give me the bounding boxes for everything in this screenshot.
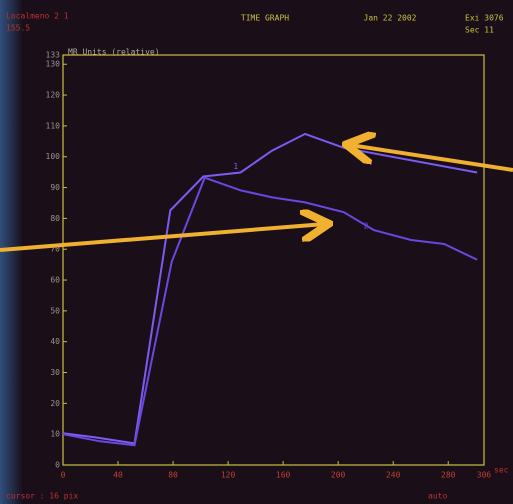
header-date: Jan 22 2002 (364, 14, 417, 23)
screen-edge (0, 0, 24, 504)
y-tick-label: 50 (50, 306, 60, 315)
y-tick-label: 110 (46, 121, 61, 130)
x-tick-label: 80 (168, 471, 178, 480)
chart-title: TIME GRAPH (241, 14, 289, 23)
y-tick-label: 120 (46, 91, 61, 100)
footer-right: auto (428, 492, 447, 501)
x-tick-label: 200 (331, 471, 346, 480)
x-tick-label: 0 (61, 471, 66, 480)
header-right: Exi 3076 (465, 14, 504, 23)
screen (0, 0, 513, 504)
x-tick-label: 40 (113, 471, 123, 480)
x-tick-label: 120 (221, 471, 236, 480)
x-tick-label: 160 (276, 471, 291, 480)
y-tick-label: 133 (46, 51, 61, 60)
chart: Localmeno 2 1 155.5 TIME GRAPH Jan 22 20… (0, 0, 513, 504)
y-tick-label: 80 (50, 214, 60, 223)
y-tick-label: 100 (46, 152, 61, 161)
footer-left: cursor : 16 pix (6, 492, 78, 501)
page: Localmeno 2 1 155.5 TIME GRAPH Jan 22 20… (0, 0, 513, 504)
header-right-sub: Sec 11 (465, 26, 494, 35)
y-tick-label: 130 (46, 60, 61, 69)
y-tick-label: 20 (50, 399, 60, 408)
header-left: Localmeno 2 1 (6, 12, 69, 21)
y-tick-label: 10 (50, 430, 60, 439)
x-tick-label: 306 (477, 471, 492, 480)
x-unit: sec (494, 466, 509, 475)
y-tick-label: 90 (50, 183, 60, 192)
x-tick-label: 280 (441, 471, 456, 480)
y-tick-label: 0 (55, 461, 60, 470)
header-left-sub: 155.5 (6, 24, 30, 33)
series-label: 1 (233, 162, 238, 171)
y-tick-label: 30 (50, 368, 60, 377)
x-tick-label: 240 (386, 471, 401, 480)
series-label: 2 (364, 222, 369, 231)
y-tick-label: 40 (50, 337, 60, 346)
y-tick-label: 60 (50, 276, 60, 285)
